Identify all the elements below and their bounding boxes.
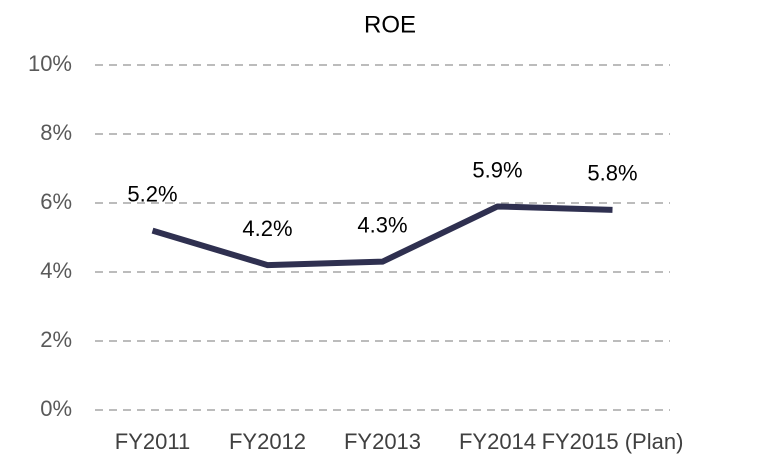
data-label: 4.3% xyxy=(357,212,407,237)
chart-title: ROE xyxy=(364,11,416,38)
data-label: 5.9% xyxy=(472,157,522,182)
x-tick-label: FY2013 xyxy=(344,429,421,454)
y-tick-label: 10% xyxy=(28,51,72,76)
data-label: 5.2% xyxy=(127,181,177,206)
y-tick-label: 2% xyxy=(40,327,72,352)
x-tick-label: FY2014 xyxy=(459,429,536,454)
y-tick-label: 6% xyxy=(40,189,72,214)
y-tick-label: 8% xyxy=(40,120,72,145)
data-label: 5.8% xyxy=(587,161,637,186)
x-tick-label: FY2012 xyxy=(229,429,306,454)
x-tick-label: FY2011 xyxy=(115,429,190,454)
y-tick-label: 0% xyxy=(40,396,72,421)
x-tick-label: FY2015 (Plan) xyxy=(542,429,684,454)
data-label: 4.2% xyxy=(242,216,292,241)
y-tick-label: 4% xyxy=(40,258,72,283)
line xyxy=(151,203,613,269)
